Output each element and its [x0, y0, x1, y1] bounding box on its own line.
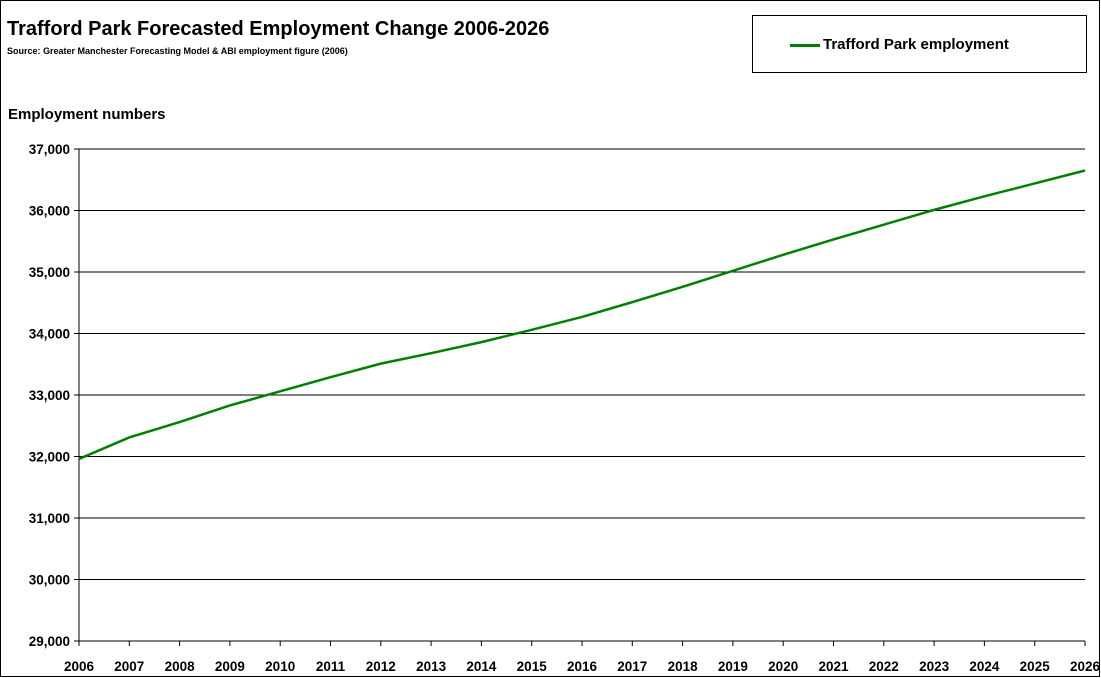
y-tick-label: 35,000	[29, 265, 70, 280]
x-tick-label: 2010	[265, 659, 295, 674]
x-tick-label: 2017	[617, 659, 647, 674]
x-tick-label: 2026	[1070, 659, 1101, 674]
label-layer: 29,000 30,000 31,000 32,000 33,000 34,000 35,0…	[29, 142, 1101, 674]
x-tick-label: 2015	[517, 659, 548, 674]
series-line	[78, 169, 1086, 461]
x-tick-label: 2014	[466, 659, 497, 674]
x-tick-label: 2020	[768, 659, 798, 674]
series-layer	[78, 169, 1086, 461]
x-tick-label: 2024	[969, 659, 1000, 674]
x-tick-label: 2013	[416, 659, 447, 674]
chart-title: Trafford Park Forecasted Employment Chan…	[7, 18, 550, 40]
x-tick-label: 2023	[919, 659, 950, 674]
y-tick-label: 33,000	[29, 388, 70, 403]
x-tick-label: 2011	[316, 659, 346, 674]
y-tick-label: 32,000	[29, 450, 70, 465]
x-tick-label: 2008	[165, 659, 196, 674]
legend-label: Trafford Park employment	[823, 36, 1009, 53]
y-tick-label: 36,000	[29, 204, 70, 219]
y-tick-label: 34,000	[29, 327, 70, 342]
x-tick-label: 2009	[215, 659, 245, 674]
x-tick-label: 2025	[1020, 659, 1051, 674]
x-tick-label: 2019	[718, 659, 748, 674]
chart-subtitle: Source: Greater Manchester Forecasting M…	[7, 46, 348, 56]
legend: Trafford Park employment	[752, 15, 1087, 73]
legend-swatch	[790, 44, 820, 47]
y-tick-label: 31,000	[29, 511, 70, 526]
x-tick-label: 2007	[114, 659, 144, 674]
x-tick-label: 2006	[64, 659, 95, 674]
grid-layer	[79, 148, 1085, 642]
axis-layer	[74, 148, 1086, 646]
x-tick-label: 2012	[366, 659, 396, 674]
y-tick-label: 30,000	[29, 573, 70, 588]
x-tick-label: 2022	[869, 659, 899, 674]
x-tick-label: 2021	[818, 659, 849, 674]
y-tick-label: 29,000	[29, 634, 70, 649]
y-axis-label: Employment numbers	[8, 106, 166, 123]
y-tick-label: 37,000	[29, 142, 70, 157]
x-tick-label: 2018	[668, 659, 699, 674]
x-tick-label: 2016	[567, 659, 598, 674]
